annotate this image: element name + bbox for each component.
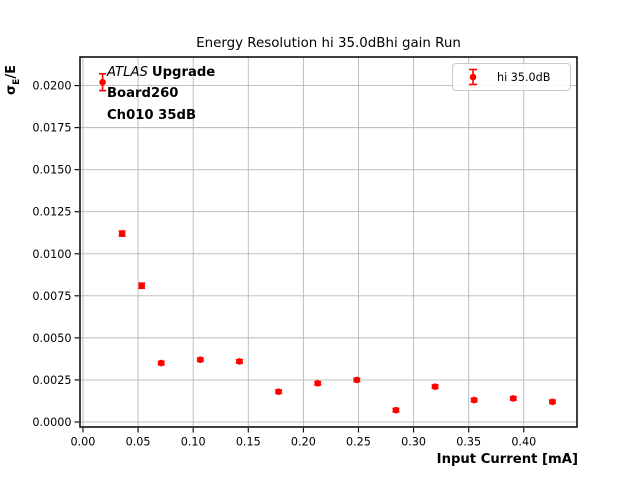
- data-point: [157, 359, 165, 367]
- y-tick-label: 0.0025: [32, 374, 71, 387]
- data-point: [470, 396, 478, 404]
- x-tick-label: 0.35: [456, 436, 481, 449]
- data-point: [118, 230, 126, 237]
- legend-entry-label: hi 35.0dB: [497, 70, 551, 84]
- y-tick-label: 0.0175: [32, 122, 71, 135]
- data-point: [197, 356, 204, 364]
- y-tick-label: 0.0000: [32, 416, 71, 429]
- legend: hi 35.0dB: [452, 63, 571, 91]
- y-tick-label: 0.0150: [32, 164, 71, 177]
- x-tick-label: 0.15: [236, 436, 261, 449]
- x-tick-label: 0.05: [126, 436, 151, 449]
- data-point: [236, 358, 243, 365]
- annotation-line-2: Board260: [107, 86, 179, 102]
- data-point: [314, 379, 322, 387]
- y-axis-label: σE/E: [4, 65, 22, 95]
- y-axis-label-sub: E: [11, 78, 22, 85]
- x-axis-label: Input Current [mA]: [436, 452, 578, 467]
- annotation-upgrade: Upgrade: [151, 65, 216, 80]
- y-tick-label: 0.0075: [32, 290, 71, 303]
- x-tick-label: 0.10: [181, 436, 206, 449]
- y-tick-label: 0.0050: [32, 332, 71, 345]
- x-tick-label: 0.25: [346, 436, 371, 449]
- data-point: [549, 398, 556, 406]
- annotation-line-3: Ch010 35dB: [107, 107, 197, 123]
- plot-annotation: ATLAS Upgrade Board260 Ch010 35dB: [107, 62, 215, 126]
- x-tick-label: 0.20: [291, 436, 316, 449]
- annotation-line-1: ATLAS Upgrade: [107, 62, 215, 83]
- axes-border: [79, 56, 578, 428]
- x-tick-label: 0.30: [401, 436, 426, 449]
- data-point: [353, 376, 361, 384]
- chart-title: Energy Resolution hi 35.0dBhi gain Run: [196, 36, 461, 51]
- data-point: [392, 406, 400, 414]
- x-tick-label: 0.00: [71, 436, 96, 449]
- data-point: [275, 388, 282, 395]
- y-tick-label: 0.0125: [32, 206, 71, 219]
- legend-errorbar-marker-icon: [469, 68, 477, 86]
- y-axis-label-rest: /E: [4, 65, 20, 79]
- y-tick-label: 0.0100: [32, 248, 71, 261]
- y-axis-label-sigma: σ: [4, 84, 20, 95]
- data-point: [99, 78, 106, 86]
- x-tick-label: 0.40: [511, 436, 536, 449]
- annotation-experiment: ATLAS: [107, 65, 148, 80]
- y-tick-label: 0.0200: [32, 80, 71, 93]
- data-point: [138, 282, 146, 290]
- data-point: [510, 395, 517, 402]
- data-point: [431, 383, 439, 390]
